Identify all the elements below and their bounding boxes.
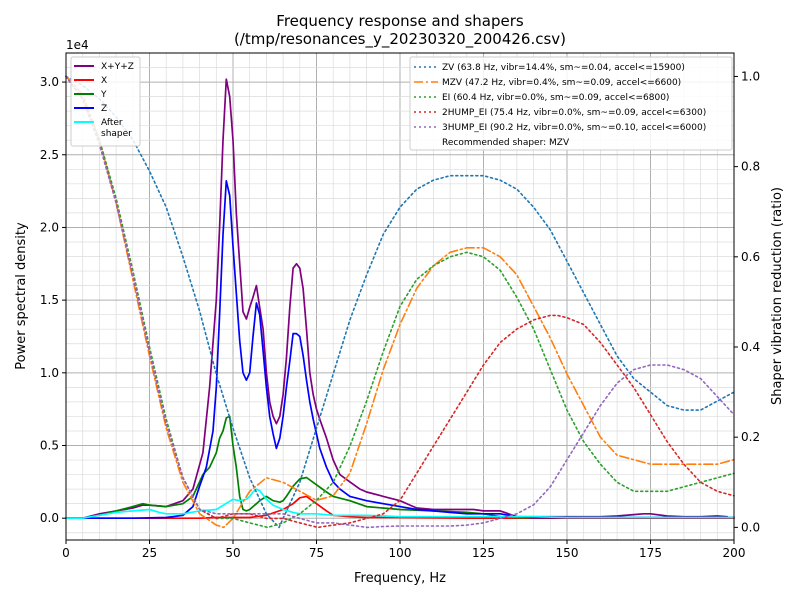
series-line-zv <box>65 75 735 529</box>
y-tick-label: 3.0 <box>40 75 59 89</box>
y2-tick-label: 0.2 <box>741 430 760 444</box>
series-line-y <box>65 415 735 520</box>
y-tick-label: 2.0 <box>40 220 59 234</box>
x-tick-label: 100 <box>389 546 412 560</box>
series-line-mzv <box>65 75 735 529</box>
legend-right: ZV (63.8 Hz, vibr=14.4%, sm~=0.04, accel… <box>409 56 733 151</box>
y-multiplier: 1e4 <box>66 38 89 52</box>
y2-tick-label: 0.4 <box>741 340 760 354</box>
y-tick-label: 1.5 <box>40 293 59 307</box>
x-tick-label: 200 <box>723 546 746 560</box>
y2-axis-label: Shaper vibration reduction (ratio) <box>770 187 785 405</box>
axis-ticks: 0 25 50 75 100 125 150 175 200 0.0 0.5 1.0 1.5 2.0 2.5… <box>40 69 760 560</box>
x-tick-label: 175 <box>639 546 662 560</box>
legend-entry-label: After <box>101 118 123 128</box>
recommended-shaper-note: Recommended shaper: MZV <box>442 138 570 148</box>
y-tick-label: 2.5 <box>40 148 59 162</box>
legend-entry-label: X+Y+Z <box>101 62 134 72</box>
series-line-3hump-ei <box>65 75 735 529</box>
x-tick-label: 0 <box>62 546 70 560</box>
legend-right-box <box>409 56 733 151</box>
y-tick-label: 0.0 <box>40 511 59 525</box>
legend-entry-label: Z <box>101 104 107 114</box>
chart-title: Frequency response and shapers <box>276 12 524 30</box>
y2-tick-label: 0.8 <box>741 160 760 174</box>
series-line-after-shaper <box>65 488 735 520</box>
y2-tick-label: 1.0 <box>741 69 760 83</box>
legend-entry-label: EI (60.4 Hz, vibr=0.0%, sm~=0.09, accel<… <box>442 93 669 103</box>
legend-entry-label: Y <box>100 90 107 100</box>
x-tick-label: 75 <box>309 546 324 560</box>
chart-subtitle: (/tmp/resonances_y_20230320_200426.csv) <box>234 30 566 49</box>
x-axis-label: Frequency, Hz <box>354 571 446 586</box>
series-lines <box>65 75 735 529</box>
legend-entry-label: X <box>101 76 107 86</box>
y-tick-label: 1.0 <box>40 366 59 380</box>
y2-tick-label: 0.6 <box>741 250 760 264</box>
x-tick-label: 150 <box>556 546 579 560</box>
y-axis-label: Power spectral density <box>14 222 29 370</box>
x-tick-label: 125 <box>472 546 495 560</box>
grid-lines <box>65 53 735 540</box>
series-line-z <box>65 180 735 520</box>
legend-entry-label: shaper <box>101 129 132 139</box>
y2-tick-label: 0.0 <box>741 520 760 534</box>
legend-entry-label: 2HUMP_EI (75.4 Hz, vibr=0.0%, sm~=0.09, … <box>442 108 706 118</box>
x-tick-label: 50 <box>225 546 240 560</box>
legend-entry-label: MZV (47.2 Hz, vibr=0.4%, sm~=0.09, accel… <box>442 78 681 88</box>
legend-entry-label: ZV (63.8 Hz, vibr=14.4%, sm~=0.04, accel… <box>442 63 685 73</box>
y-tick-label: 0.5 <box>40 439 59 453</box>
x-tick-label: 25 <box>142 546 157 560</box>
legend-entry-label: 3HUMP_EI (90.2 Hz, vibr=0.0%, sm~=0.10, … <box>442 123 706 133</box>
